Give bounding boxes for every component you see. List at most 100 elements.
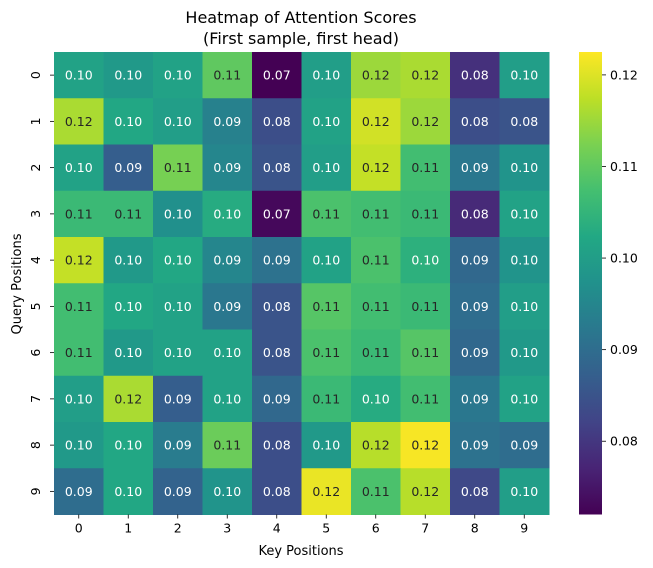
heatmap-cell [103,237,154,284]
heatmap-cell [54,283,104,330]
y-tick-label: 7 [28,395,43,403]
cell-label: 0.10 [411,253,439,268]
heatmap-cell [103,283,154,330]
heatmap-cell [103,144,154,192]
heatmap-cell [499,468,550,515]
cell-label: 0.10 [114,484,142,499]
x-tick-label: 9 [520,521,528,536]
cell-label: 0.09 [213,253,241,268]
heatmap-cell [153,52,203,99]
cell-label: 0.11 [411,299,439,314]
heatmap-cell [252,375,302,423]
cell-label: 0.08 [510,114,538,129]
heatmap-cell [301,283,352,330]
heatmap-cell [103,190,154,238]
heatmap-cell [499,52,550,99]
cell-label: 0.09 [114,160,142,175]
cell-label: 0.11 [411,206,439,221]
x-axis: 0 1 2 3 4 5 6 7 8 9 [75,514,528,536]
heatmap-cell [103,422,154,469]
cell-label: 0.10 [213,345,241,360]
cell-label: 0.10 [114,299,142,314]
cell-label: 0.08 [263,114,291,129]
y-tick-label: 8 [28,441,43,449]
cell-label: 0.11 [312,206,340,221]
heatmap-cell [202,237,253,284]
cell-label: 0.10 [114,253,142,268]
heatmap-cell [351,375,401,423]
cell-label: 0.09 [213,299,241,314]
cell-label: 0.10 [164,68,192,83]
heatmap-cell [153,190,203,238]
cell-label: 0.09 [263,391,291,406]
heatmap-cell [202,98,253,145]
cell-label: 0.11 [312,391,340,406]
cell-label: 0.11 [362,299,390,314]
cell-label: 0.10 [510,484,538,499]
heatmap-cell [351,98,401,145]
heatmap-cell [400,190,451,238]
cell-label: 0.10 [510,391,538,406]
cell-label: 0.10 [510,253,538,268]
cell-label: 0.12 [411,114,439,129]
cell-label: 0.10 [114,345,142,360]
cell-label: 0.09 [461,299,489,314]
y-tick-label: 2 [28,164,43,172]
heatmap-cell [400,422,451,469]
cell-label: 0.11 [362,345,390,360]
cell-label: 0.10 [164,345,192,360]
cell-label: 0.09 [461,345,489,360]
heatmap-cell [252,329,302,377]
cell-label: 0.12 [65,114,93,129]
cell-label: 0.11 [114,206,142,221]
heatmap-cell [54,329,104,377]
heatmap-cell [450,52,500,99]
heatmap-cell [301,52,352,99]
heatmap-cell [153,144,203,192]
heatmap-cell [351,468,401,515]
cell-label: 0.12 [411,68,439,83]
cell-label: 0.09 [510,438,538,453]
cell-label: 0.10 [114,438,142,453]
heatmap-cell [54,144,104,192]
heatmap-cell [351,329,401,377]
cell-label: 0.08 [461,484,489,499]
cell-label: 0.09 [461,391,489,406]
cell-label: 0.11 [411,391,439,406]
heatmap-cell [301,468,352,515]
heatmap-cell [202,52,253,99]
heatmap-cell [400,52,451,99]
heatmap-cell [252,52,302,99]
heatmap-cell [351,144,401,192]
cell-label: 0.12 [362,68,390,83]
heatmap-cell [400,144,451,192]
heatmap-cell [103,329,154,377]
heatmap-cell [450,283,500,330]
cell-label: 0.08 [461,114,489,129]
cell-label: 0.11 [362,206,390,221]
cell-label: 0.10 [213,391,241,406]
heatmap-cell [103,468,154,515]
cell-label: 0.10 [510,299,538,314]
heatmap-cell [400,329,451,377]
heatmap-cell [351,422,401,469]
heatmap-cell [450,329,500,377]
cell-label: 0.12 [411,438,439,453]
cell-label: 0.11 [164,160,192,175]
heatmap-cell [202,375,253,423]
heatmap-cell [252,190,302,238]
heatmap-cell [103,98,154,145]
heatmap-cell [252,283,302,330]
cell-label: 0.10 [114,114,142,129]
colorbar-tick-label: 0.09 [610,342,638,357]
heatmap-cell [153,329,203,377]
x-tick-label: 8 [471,521,479,536]
cell-label: 0.09 [461,438,489,453]
cell-label: 0.10 [164,206,192,221]
cell-label: 0.12 [362,438,390,453]
cell-label: 0.10 [312,253,340,268]
colorbar-tick-label: 0.12 [610,67,638,82]
heatmap-cell [400,237,451,284]
cell-label: 0.12 [114,391,142,406]
heatmap-cell [153,468,203,515]
